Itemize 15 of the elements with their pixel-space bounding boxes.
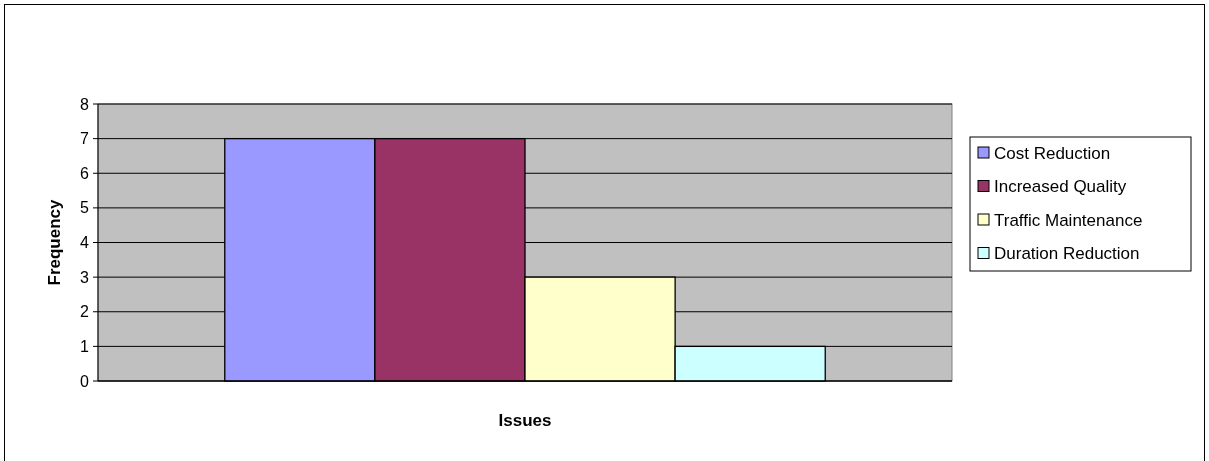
y-tick-label: 8 bbox=[80, 95, 90, 113]
y-tick-label: 5 bbox=[80, 199, 90, 217]
y-axis-title: Frequency bbox=[45, 198, 64, 286]
y-tick-label: 6 bbox=[80, 164, 90, 182]
legend-label: Increased Quality bbox=[994, 177, 1127, 197]
y-tick-label: 0 bbox=[80, 372, 90, 390]
legend-label: Traffic Maintenance bbox=[994, 210, 1143, 230]
y-tick-label: 4 bbox=[80, 234, 90, 252]
legend-label: Duration Reduction bbox=[994, 244, 1140, 264]
y-tick-label: 1 bbox=[80, 337, 90, 355]
y-tick-label: 3 bbox=[80, 268, 90, 286]
y-tick-label: 2 bbox=[80, 303, 90, 321]
legend-label: Cost Reduction bbox=[994, 143, 1111, 163]
y-tick-label: 7 bbox=[80, 130, 90, 148]
x-axis-title: Issues bbox=[498, 411, 552, 430]
